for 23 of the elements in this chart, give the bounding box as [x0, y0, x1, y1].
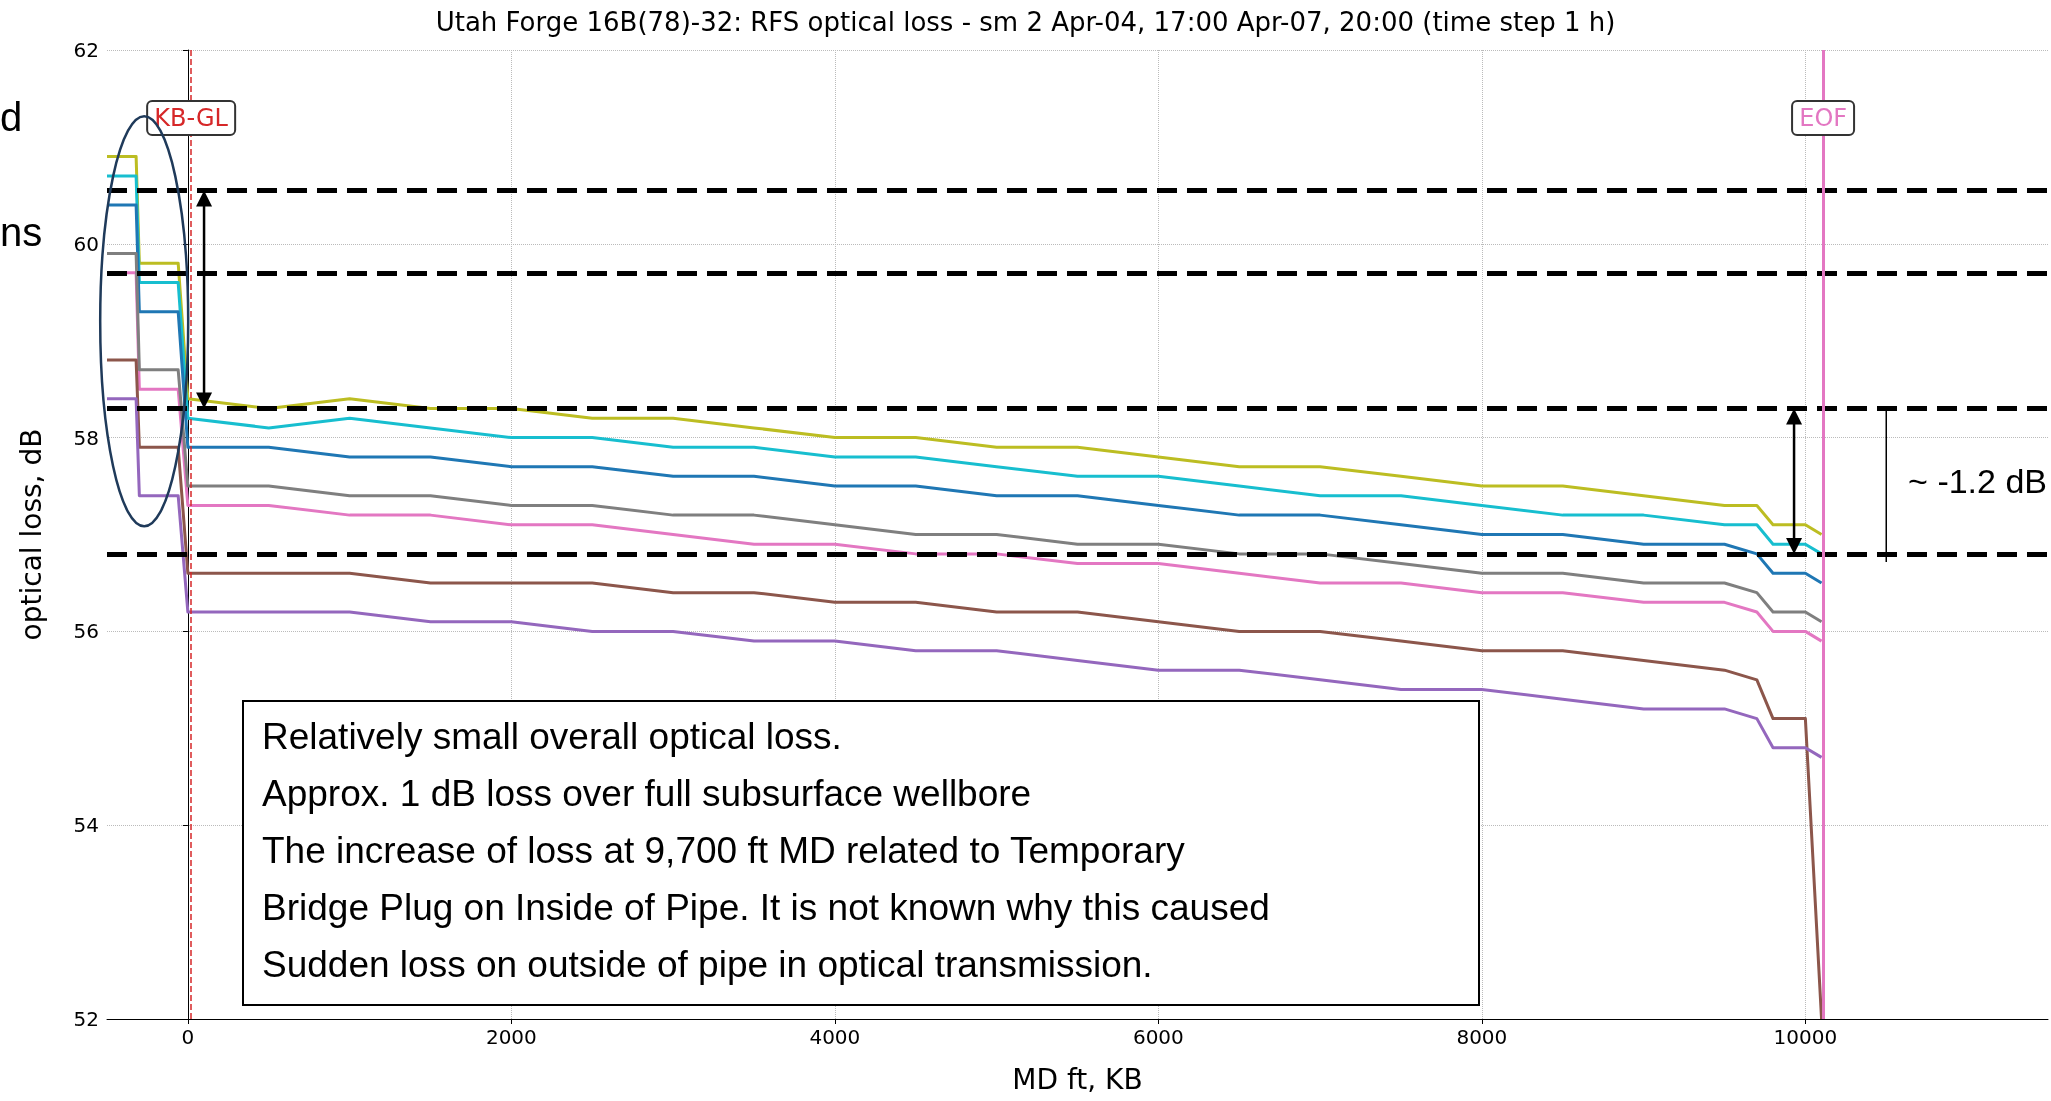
- chart-title: Utah Forge 16B(78)-32: RFS optical loss - sm 2 Apr-04, 17:00 Apr-07, 20:00 (time step 1 h): [435, 7, 1616, 37]
- y-tick-label: 54: [73, 813, 99, 838]
- x-tick-label: 0: [181, 1025, 195, 1049]
- ref-line-label: KB-GL: [146, 100, 236, 136]
- x-tick-label: 4000: [809, 1025, 861, 1049]
- x-axis-title: MD ft, KB: [1012, 1062, 1143, 1096]
- y-tick-label: 62: [73, 38, 99, 62]
- annotation: Relatively small overall optical loss. Approx. 1 dB loss over full subsurface wellbore The increase of loss at 9,700 ft MD related to Temporary Bridge Plug on Inside of Pipe. It is not known why this caused Sudden loss on outside of pipe in optical transmission.: [262, 715, 1270, 987]
- line-series: [105, 358, 1824, 1021]
- x-tick-label: 2000: [485, 1025, 537, 1049]
- x-tick-label: 10000: [1773, 1025, 1838, 1049]
- text: d: [0, 95, 23, 140]
- y-tick-label: 52: [73, 1007, 99, 1031]
- x-tick-label: 8000: [1456, 1025, 1508, 1049]
- y-axis-title: optical loss, dB: [14, 428, 48, 641]
- ref-line-label: EOF: [1791, 100, 1856, 136]
- y-tick-label: 58: [73, 425, 99, 450]
- x-tick-label: 6000: [1132, 1025, 1184, 1049]
- annotation: ~ -1.2 dB: [1908, 461, 2047, 501]
- y-tick-label: 56: [73, 619, 99, 644]
- text: ns: [0, 210, 43, 255]
- line-series: [105, 397, 1824, 759]
- y-tick-label: 60: [73, 231, 99, 256]
